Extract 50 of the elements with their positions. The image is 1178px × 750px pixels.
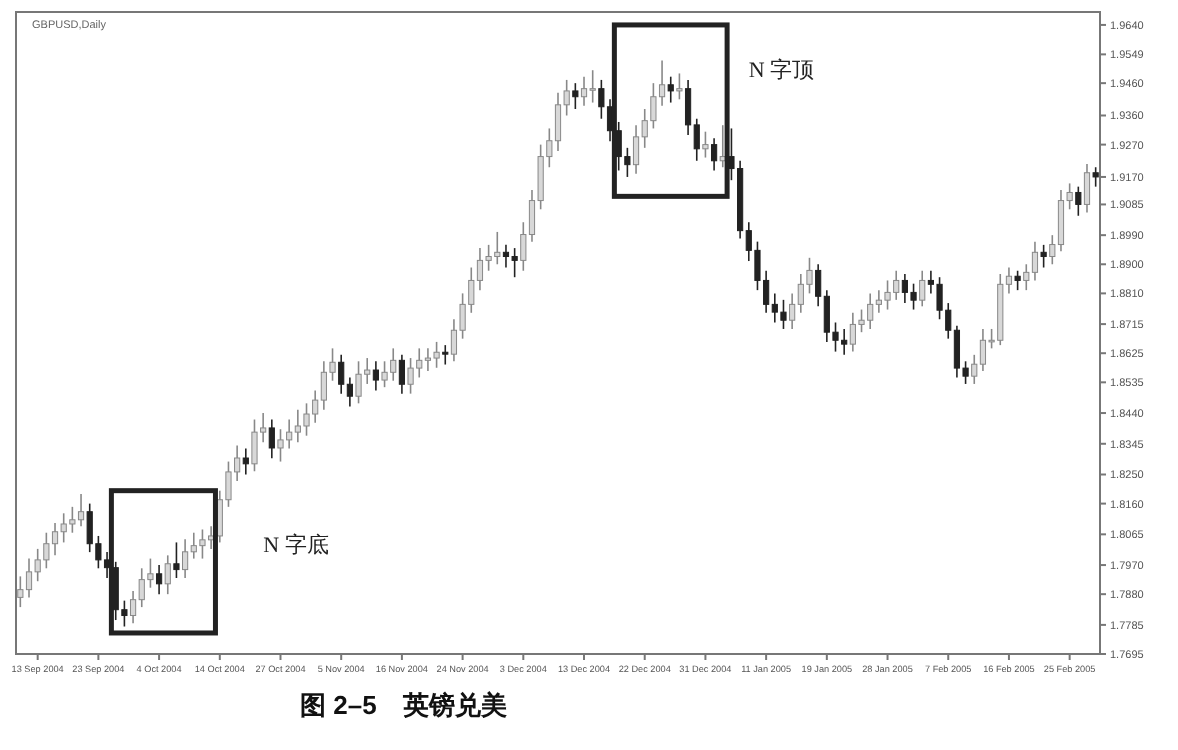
- candlestick: [182, 538, 189, 579]
- candlestick: [979, 328, 987, 372]
- candlestick: [1040, 244, 1047, 269]
- candlestick: [789, 292, 796, 330]
- candlestick: [251, 418, 258, 473]
- candlestick: [51, 522, 59, 557]
- candlestick: [338, 354, 345, 395]
- candlestick: [702, 130, 709, 159]
- candlestick: [580, 75, 588, 107]
- candlestick: [884, 279, 891, 311]
- candlestick: [1092, 166, 1099, 188]
- candlestick: [572, 82, 579, 110]
- candlestick: [424, 347, 432, 372]
- candlestick: [398, 354, 406, 395]
- candlestick: [1057, 189, 1065, 253]
- candlestick: [164, 554, 171, 595]
- candlestick: [199, 528, 206, 560]
- candlestick: [667, 75, 674, 104]
- candlestick: [1014, 269, 1021, 291]
- candlestick: [433, 341, 440, 369]
- annotation: N 字顶: [748, 56, 815, 83]
- candlestick: [1083, 163, 1091, 214]
- candlestick: [710, 137, 718, 172]
- candlestick: [355, 360, 362, 405]
- candlestick: [442, 344, 449, 366]
- text: 图 2–5 英镑兑美: [300, 690, 507, 720]
- candlestick: [407, 357, 414, 395]
- candlestick: [173, 541, 180, 579]
- candlestick: [277, 428, 284, 463]
- candlestick: [589, 69, 596, 104]
- candlestick: [381, 360, 388, 388]
- candlestick: [919, 269, 926, 308]
- candlestick: [676, 72, 683, 101]
- candlestick: [554, 92, 562, 152]
- candlestick: [511, 247, 518, 279]
- candlestick: [632, 124, 640, 175]
- candlestick: [25, 557, 33, 599]
- candlestick: [780, 299, 787, 330]
- candlestick: [77, 493, 85, 528]
- candlestick: [1031, 240, 1039, 282]
- candlestick: [1075, 185, 1082, 217]
- candlestick: [303, 402, 310, 437]
- candlestick: [910, 282, 917, 311]
- candlestick: [268, 418, 275, 460]
- candlestick: [17, 575, 24, 608]
- candlestick: [242, 447, 249, 476]
- candlestick: [372, 360, 379, 392]
- candlestick: [502, 244, 510, 269]
- candlestick: [155, 564, 163, 595]
- annotation: N 字底: [263, 532, 329, 559]
